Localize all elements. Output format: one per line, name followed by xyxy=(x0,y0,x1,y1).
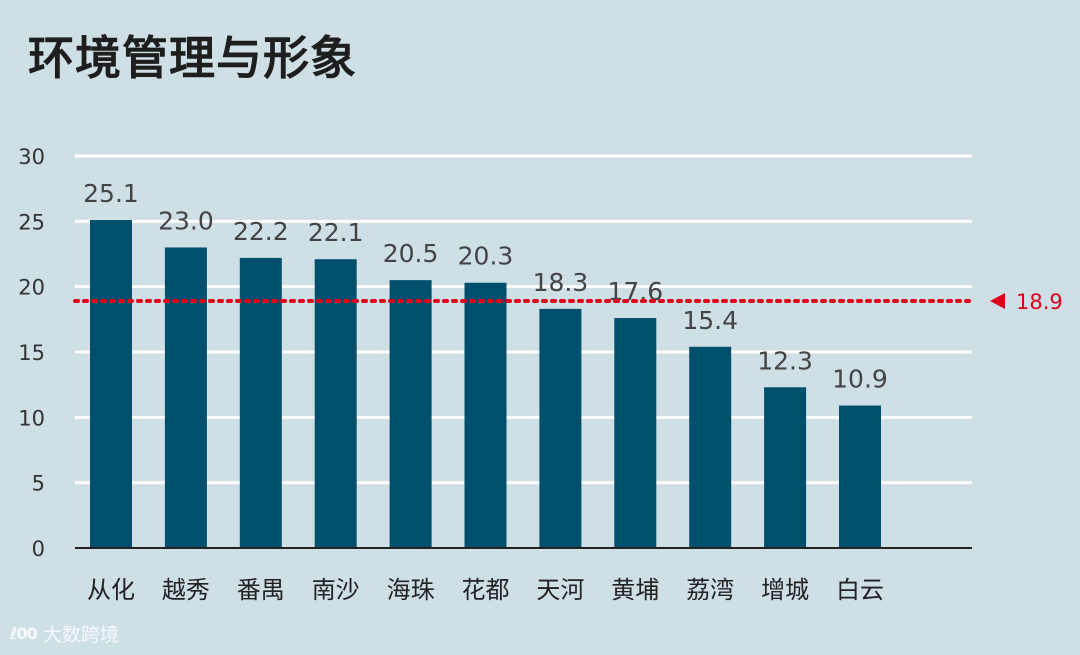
y-axis-ticks: 0 5 10 15 20 25 30 xyxy=(18,145,45,561)
bar xyxy=(90,220,132,548)
data-label: 22.2 xyxy=(233,217,289,246)
x-tick-label: 白云 xyxy=(836,576,884,604)
bar xyxy=(614,318,657,548)
x-tick-label: 南沙 xyxy=(312,576,360,604)
bar xyxy=(689,346,732,548)
y-tick-label: 15 xyxy=(18,341,45,365)
data-label: 22.1 xyxy=(308,218,364,247)
reference-line-group: 18.9 xyxy=(73,290,1063,314)
y-tick-label: 25 xyxy=(18,210,45,234)
x-axis-ticks: 从化 越秀 番禺 南沙 海珠 花都 天河 黄埔 荔湾 增城 白云 xyxy=(87,576,884,604)
y-tick-label: 0 xyxy=(32,537,45,561)
x-tick-label: 天河 xyxy=(536,576,584,604)
y-tick-label: 30 xyxy=(18,145,45,169)
y-tick-label: 20 xyxy=(18,276,45,300)
data-label: 25.1 xyxy=(83,179,139,208)
bar xyxy=(464,282,507,548)
x-tick-label: 黄埔 xyxy=(611,576,659,604)
x-tick-label: 越秀 xyxy=(162,576,210,604)
x-tick-label: 增城 xyxy=(761,576,809,604)
x-tick-label: 海珠 xyxy=(387,576,435,604)
reference-line-label: 18.9 xyxy=(1016,290,1063,314)
x-tick-label: 荔湾 xyxy=(686,576,734,604)
y-tick-label: 10 xyxy=(18,406,45,430)
bars xyxy=(90,220,881,548)
data-label: 20.3 xyxy=(458,242,514,271)
x-tick-label: 番禺 xyxy=(237,576,285,604)
watermark-logo: ℓ00 xyxy=(10,624,38,643)
bar xyxy=(539,308,582,548)
bar xyxy=(164,247,207,548)
bar xyxy=(839,405,881,548)
data-label: 18.3 xyxy=(533,268,589,297)
data-label: 23.0 xyxy=(158,206,214,235)
bar xyxy=(389,280,432,548)
x-tick-label: 从化 xyxy=(87,576,135,604)
watermark-text: 大数跨境 xyxy=(42,624,119,646)
data-label: 20.5 xyxy=(383,239,439,268)
chart-title: 环境管理与形象 xyxy=(28,31,357,85)
data-label: 10.9 xyxy=(832,365,888,394)
x-tick-label: 花都 xyxy=(462,576,510,604)
reference-arrow-icon xyxy=(990,293,1005,310)
watermark: ℓ00 大数跨境 xyxy=(10,620,119,647)
y-tick-label: 5 xyxy=(32,472,45,496)
data-label: 15.4 xyxy=(682,306,738,335)
bar xyxy=(764,387,807,548)
bar xyxy=(239,257,282,548)
value-labels: 25.123.0 22.2 22.120.5 20.318.3 17.615.412.3… xyxy=(83,179,888,394)
data-label: 12.3 xyxy=(757,346,813,375)
bar xyxy=(314,259,357,548)
gridlines xyxy=(75,154,972,485)
